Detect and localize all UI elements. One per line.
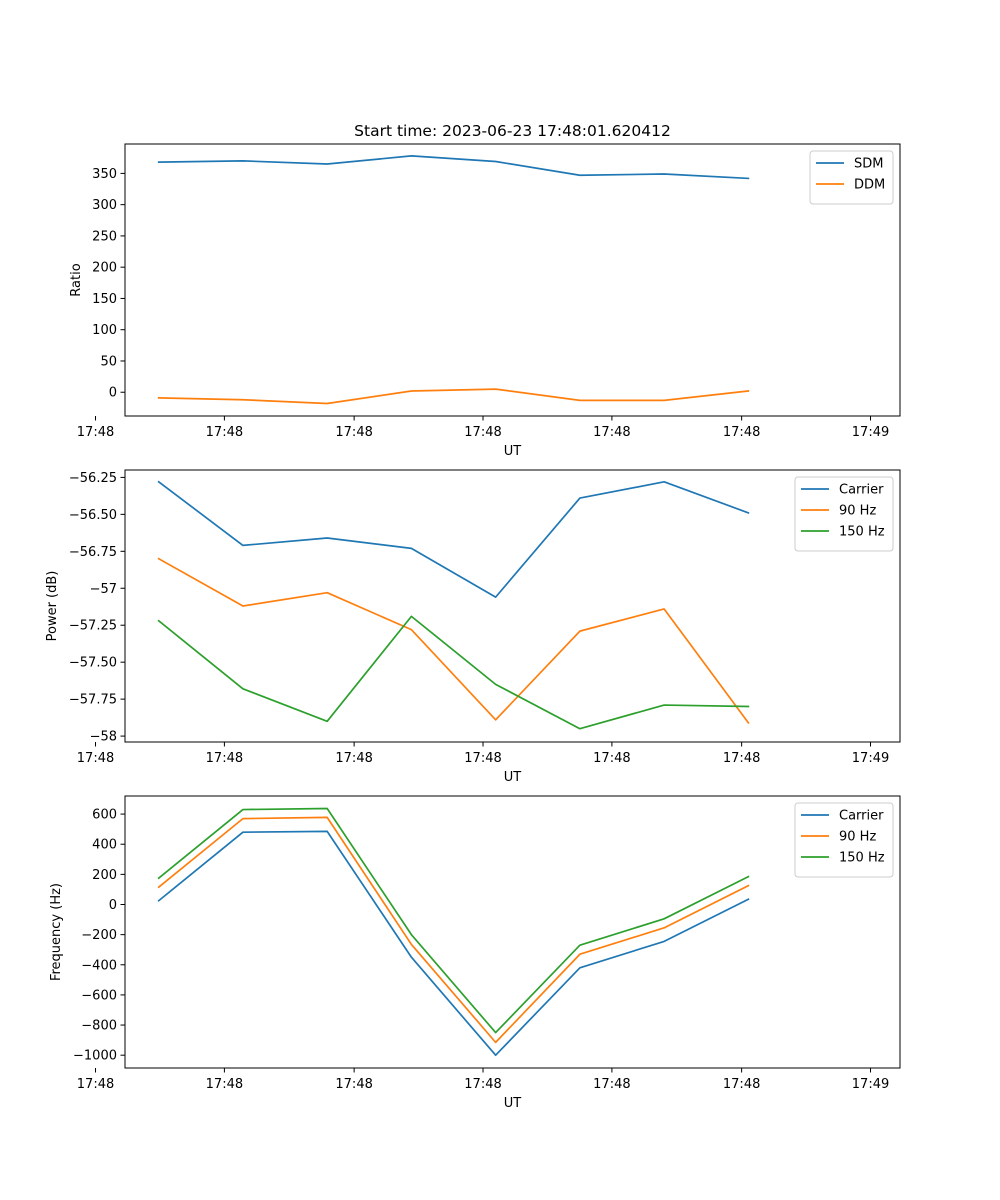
- x-tick-label: 17:48: [206, 1077, 243, 1092]
- y-tick-label: 50: [100, 354, 117, 369]
- x-tick-label: 17:48: [723, 751, 760, 766]
- y-tick-label: −57.50: [69, 656, 117, 671]
- x-tick-label: 17:48: [77, 1077, 114, 1092]
- x-tick-label: 17:48: [77, 751, 114, 766]
- y-tick-label: −56.50: [69, 508, 117, 523]
- y-tick-label: 400: [92, 838, 117, 853]
- series-line-ddm: [157, 388, 750, 405]
- legend-label: Carrier: [839, 809, 884, 824]
- legend-box: [794, 476, 894, 552]
- x-tick-label: 17:48: [593, 751, 630, 766]
- y-tick-label: −58: [90, 730, 117, 745]
- plot-frame: [124, 795, 901, 1069]
- x-tick-label: 17:48: [464, 425, 501, 440]
- y-tick-label: 0: [109, 386, 117, 401]
- x-tick-label: 17:48: [723, 1077, 760, 1092]
- legend-label: Carrier: [839, 483, 884, 498]
- series-line-90-hz: [157, 816, 750, 1044]
- x-tick-label: 17:48: [593, 1077, 630, 1092]
- series-line-150-hz: [157, 615, 750, 730]
- series-line-carrier: [157, 480, 750, 598]
- x-tick-label: 17:48: [206, 425, 243, 440]
- legend: Carrier 90 Hz 150 Hz: [794, 476, 894, 552]
- subplot-1: 17:48 17:48 17:48 17:48 17:48 17:48 17:49 0 50 10…: [69, 122, 901, 459]
- y-tick-label: 150: [92, 292, 117, 307]
- legend-label: 150 Hz: [839, 525, 885, 540]
- legend-box: [794, 802, 894, 878]
- y-tick-label: 200: [92, 868, 117, 883]
- y-axis-label: Frequency (Hz): [49, 883, 64, 981]
- x-tick-label: 17:48: [723, 425, 760, 440]
- y-tick-label: −400: [81, 958, 117, 973]
- y-tick-label: 200: [92, 261, 117, 276]
- x-tick-label: 17:48: [464, 1077, 501, 1092]
- y-tick-label: 100: [92, 323, 117, 338]
- series-line-carrier: [157, 830, 750, 1057]
- y-tick-label: −56.75: [69, 545, 117, 560]
- x-tick-label: 17:49: [852, 1077, 889, 1092]
- legend-box: [809, 150, 894, 205]
- y-tick-label: −1000: [73, 1049, 117, 1064]
- y-tick-label: −56.25: [69, 471, 117, 486]
- legend-label: 150 Hz: [839, 851, 885, 866]
- y-tick-label: −57.25: [69, 619, 117, 634]
- plot-frame: [124, 143, 901, 417]
- series-line-sdm: [157, 155, 750, 180]
- x-tick-label: 17:48: [335, 751, 372, 766]
- series-line-150-hz: [157, 807, 750, 1034]
- x-tick-label: 17:48: [464, 751, 501, 766]
- legend-label: SDM: [854, 157, 883, 172]
- y-axis-label: Ratio: [69, 263, 84, 296]
- series-line-90-hz: [157, 557, 750, 724]
- x-tick-label: 17:49: [852, 425, 889, 440]
- x-tick-label: 17:48: [77, 425, 114, 440]
- x-tick-label: 17:49: [852, 751, 889, 766]
- y-tick-label: −600: [81, 988, 117, 1003]
- y-axis-label: Power (dB): [45, 571, 60, 642]
- x-axis-label: UT: [504, 444, 522, 459]
- x-tick-label: 17:48: [206, 751, 243, 766]
- x-axis-label: UT: [504, 770, 522, 785]
- y-tick-label: 350: [92, 167, 117, 182]
- y-tick-label: 250: [92, 229, 117, 244]
- legend: SDM DDM: [809, 150, 894, 205]
- chart-title: Start time: 2023-06-23 17:48:01.620412: [354, 122, 671, 140]
- y-tick-label: −57: [90, 582, 117, 597]
- legend-label: DDM: [854, 178, 885, 193]
- legend-label: 90 Hz: [839, 504, 876, 519]
- x-axis-label: UT: [504, 1096, 522, 1111]
- y-tick-label: 300: [92, 198, 117, 213]
- legend-label: 90 Hz: [839, 830, 876, 845]
- y-tick-label: 600: [92, 808, 117, 823]
- legend: Carrier 90 Hz 150 Hz: [794, 802, 894, 878]
- x-tick-label: 17:48: [335, 1077, 372, 1092]
- subplot-2: 17:48 17:48 17:48 17:48 17:48 17:48 17:49 −58 −5…: [45, 469, 901, 785]
- y-tick-label: −57.75: [69, 693, 117, 708]
- plot-frame: [124, 469, 901, 743]
- x-tick-label: 17:48: [593, 425, 630, 440]
- x-tick-label: 17:48: [335, 425, 372, 440]
- subplot-3: 17:48 17:48 17:48 17:48 17:48 17:48 17:49 −1000…: [49, 795, 901, 1111]
- y-tick-label: 0: [109, 898, 117, 913]
- y-tick-label: −200: [81, 928, 117, 943]
- y-tick-label: −800: [81, 1019, 117, 1034]
